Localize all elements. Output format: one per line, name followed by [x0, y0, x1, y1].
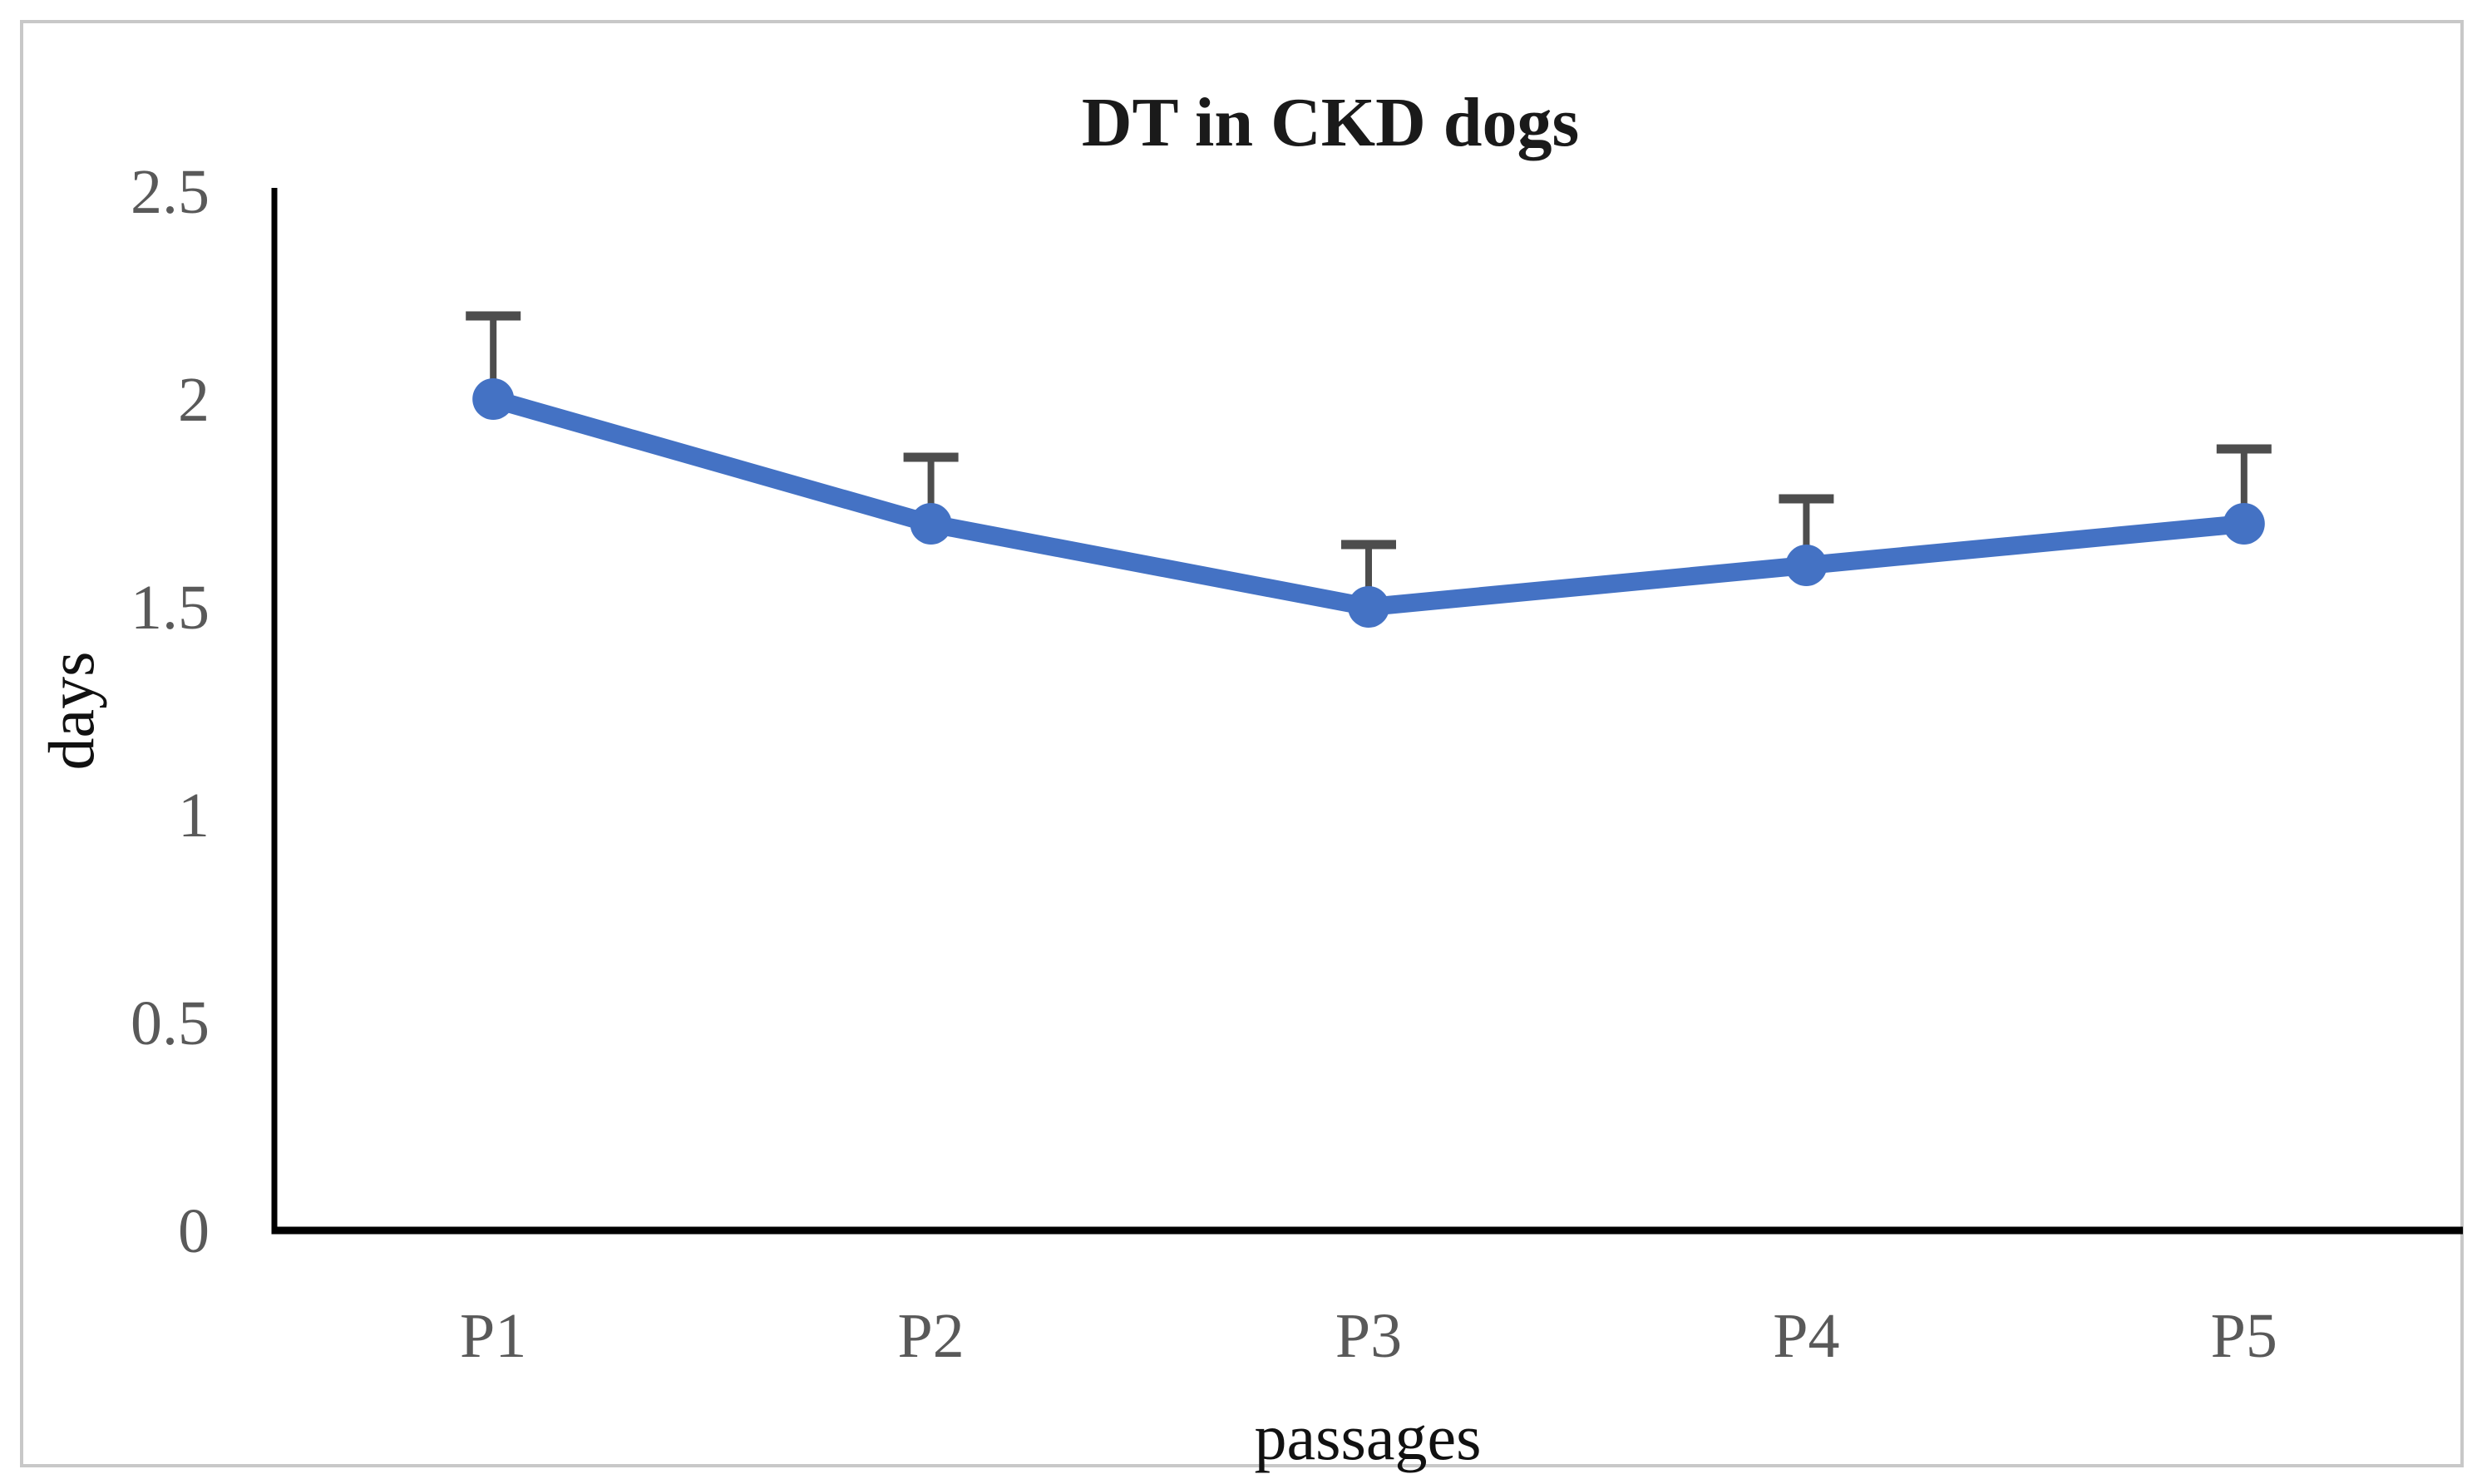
- data-point-marker: [1348, 586, 1389, 628]
- data-point-marker: [1785, 545, 1828, 586]
- y-tick-label: 0: [178, 1196, 210, 1266]
- x-tick-label: P3: [1335, 1301, 1402, 1371]
- y-axis-title: days: [35, 652, 107, 771]
- y-tick-label: 0.5: [131, 989, 210, 1058]
- plot-area: 2.5 2 1.5 1 0.5 0 P1 P2 P3 P4 P5: [131, 157, 2277, 1371]
- data-point-marker: [2223, 503, 2265, 545]
- x-tick-label: P5: [2211, 1301, 2277, 1371]
- y-tick-label: 2: [178, 365, 210, 435]
- y-tick-label: 1: [178, 781, 210, 850]
- figure-border: [20, 20, 2464, 1467]
- x-tick-label: P4: [1773, 1301, 1839, 1371]
- y-tick-label: 1.5: [131, 573, 210, 643]
- x-tick-label: P1: [460, 1301, 526, 1371]
- y-tick-label: 2.5: [131, 157, 210, 227]
- chart-title: DT in CKD dogs: [1082, 84, 1579, 161]
- x-tick-label: P2: [897, 1301, 964, 1371]
- x-axis-title: passages: [1255, 1401, 1482, 1473]
- data-point-marker: [910, 503, 952, 545]
- data-point-marker: [472, 378, 515, 420]
